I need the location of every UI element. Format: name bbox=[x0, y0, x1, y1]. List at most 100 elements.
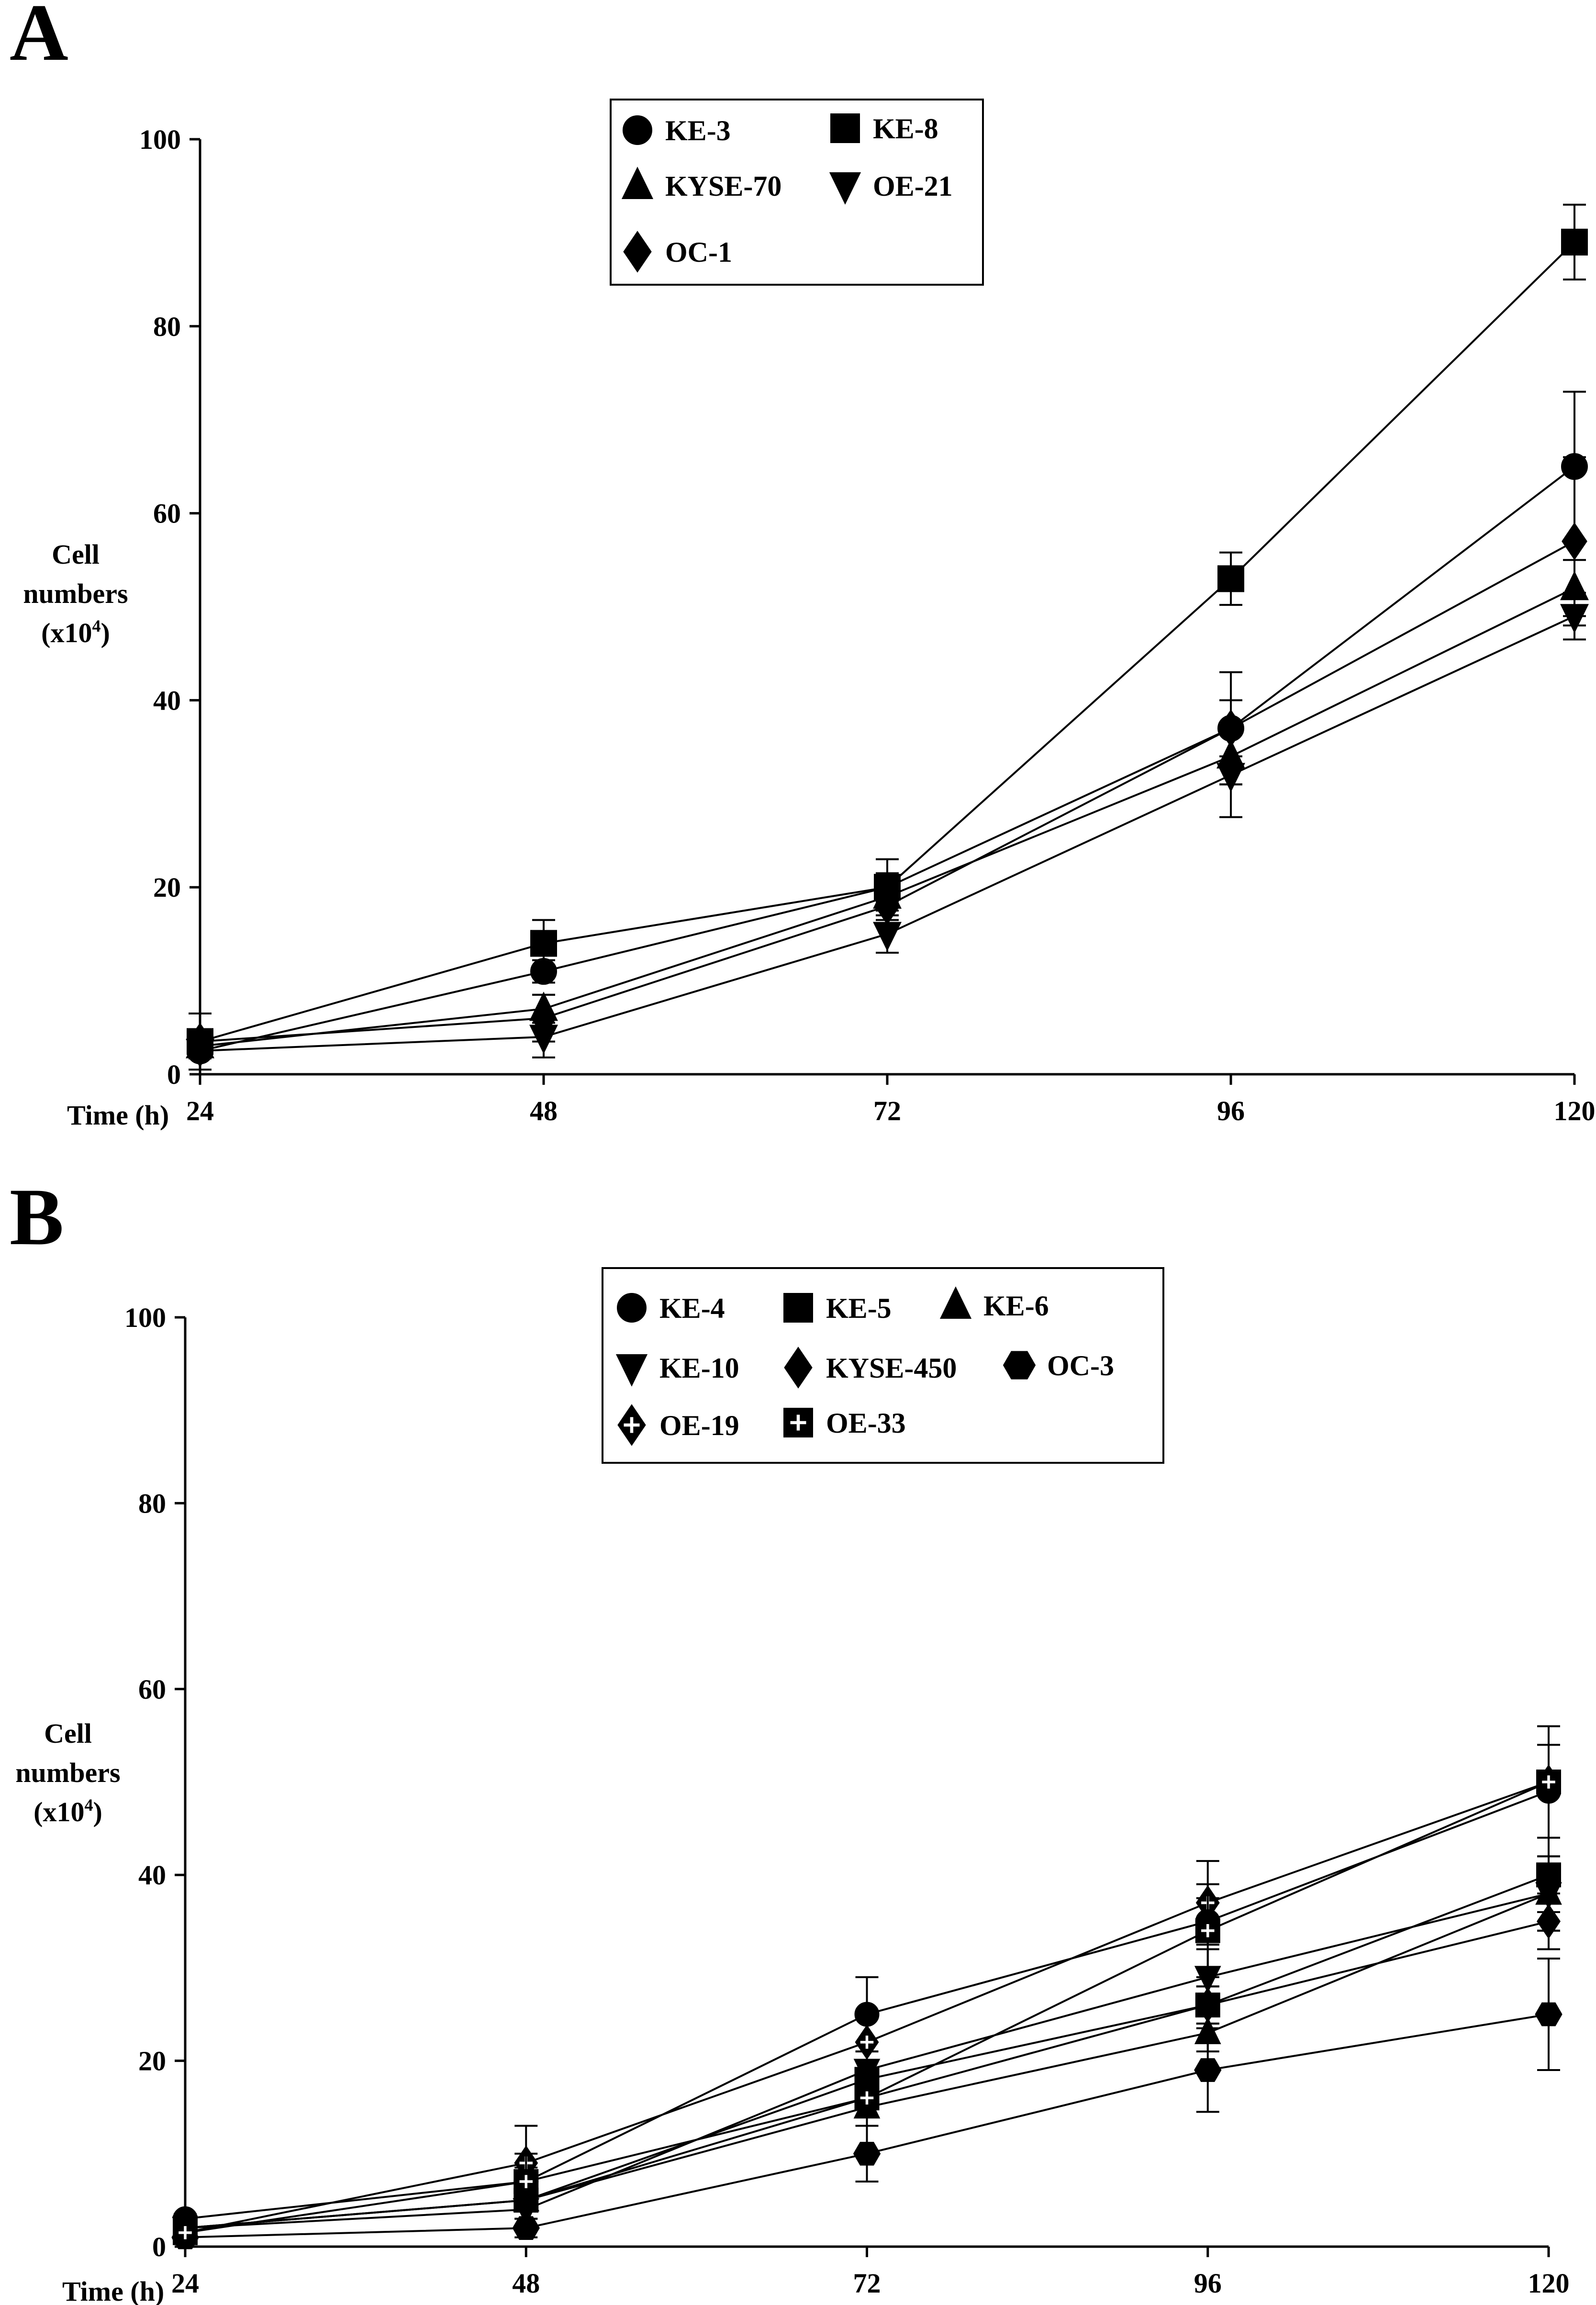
panel-a-series-kyse-70 bbox=[186, 559, 1589, 1058]
panel-b-legend-oc-3-label: OC-3 bbox=[1047, 1350, 1114, 1381]
panel-a-series-oe-21-line bbox=[200, 615, 1575, 1052]
panel-b-legend-oe-33-label: OE-33 bbox=[826, 1407, 906, 1439]
panel-b-label: B bbox=[10, 1172, 64, 1262]
panel-a-x-axis-label: Time (h) bbox=[67, 1100, 169, 1131]
panel-a-legend-ke-8: KE-8 bbox=[830, 113, 938, 145]
panel-a-y-tick-label-20: 20 bbox=[153, 872, 181, 903]
panel-a-label: A bbox=[10, 0, 68, 78]
panel-a-y-label-unit: (x104) bbox=[41, 616, 110, 648]
panel-a-series-ke-8-point-48 bbox=[530, 930, 557, 957]
panel-b-legend: KE-4 KE-5 KE-6 KE-10 KYSE-450 OC-3 OE-19 OE-33 bbox=[602, 1267, 1164, 1464]
panel-b-legend-ke-5-marker bbox=[783, 1293, 813, 1323]
panel-a-series-ke-8-point-96 bbox=[1217, 565, 1244, 592]
panel-b-series bbox=[171, 1725, 1563, 2250]
panel-b-legend-oe-19-label: OE-19 bbox=[659, 1410, 739, 1441]
panel-a-legend: KE-3 KE-8 KYSE-70 OE-21 OC-1 bbox=[610, 99, 984, 286]
panel-a-series-ke-3-line bbox=[200, 466, 1575, 1052]
panel-b-series-oe-33-point-72 bbox=[854, 2085, 880, 2111]
panel-a-series-ke-8-point-120 bbox=[1561, 228, 1588, 256]
panel-a-series-oe-21-point-96 bbox=[1217, 763, 1245, 792]
panel-a-series-ke-3 bbox=[187, 390, 1588, 1065]
panel-b-series-oc-3-point-120 bbox=[1535, 2002, 1563, 2027]
panel-b-x-tick-label-24: 24 bbox=[171, 2268, 199, 2299]
panel-a-legend-ke-8-label: KE-8 bbox=[873, 113, 938, 145]
panel-a-x-tick-label-72: 72 bbox=[873, 1095, 901, 1126]
panel-b-series-oc-3-point-96 bbox=[1194, 2058, 1222, 2082]
panel-a-series-oc-1-point-48 bbox=[531, 999, 557, 1037]
panel-a-legend-ke-3-marker bbox=[623, 115, 652, 145]
panel-b-legend-ke-4-marker bbox=[617, 1293, 647, 1323]
panel-b-legend-kyse-450: KYSE-450 bbox=[784, 1347, 957, 1389]
panel-a-x-tick-label-96: 96 bbox=[1217, 1095, 1245, 1126]
panel-a-x-tick-label-120: 120 bbox=[1554, 1095, 1596, 1126]
panel-a-y-label-line2: numbers bbox=[23, 578, 128, 609]
panel-a-y-tick-label-60: 60 bbox=[153, 498, 181, 529]
panel-a-legend-oc-1: OC-1 bbox=[623, 231, 732, 273]
panel-a-series-oc-1-point-24 bbox=[187, 1023, 213, 1061]
panel-a-legend-oe-21: OE-21 bbox=[829, 170, 953, 205]
panel-b-series-oc-3-point-48 bbox=[512, 2216, 540, 2240]
panel-b-legend-ke-10-label: KE-10 bbox=[659, 1352, 739, 1384]
panel-b-legend-ke-5-label: KE-5 bbox=[826, 1292, 892, 1324]
panel-a-legend-ke-3-label: KE-3 bbox=[665, 115, 731, 146]
panel-a-series bbox=[186, 203, 1589, 1071]
panel-a-series-oc-1-point-72 bbox=[874, 887, 900, 925]
panel-b-y-tick-label-0: 0 bbox=[152, 2231, 166, 2262]
panel-b-x-axis-label: Time (h) bbox=[62, 2276, 164, 2305]
panel-a-legend-ke-8-marker bbox=[830, 113, 860, 143]
panel-a-legend-oc-1-marker bbox=[623, 231, 652, 273]
panel-a-legend-oe-21-marker bbox=[829, 172, 861, 205]
panel-b-y-label-unit: (x104) bbox=[33, 1795, 102, 1827]
panel-a-legend-box bbox=[610, 99, 984, 286]
panel-b-series-kyse-450-point-120 bbox=[1537, 1904, 1561, 1939]
panel-b-legend-oe-19: OE-19 bbox=[617, 1404, 739, 1446]
panel-a-series-oc-1-point-120 bbox=[1562, 522, 1587, 560]
panel-b-x-tick-label-120: 120 bbox=[1528, 2268, 1570, 2299]
panel-a-series-oc-1-line bbox=[200, 540, 1575, 1043]
panel-b-legend-ke-6-marker bbox=[939, 1286, 972, 1319]
panel-b-y-tick-label-60: 60 bbox=[138, 1674, 166, 1705]
panel-b-legend-oe-33: OE-33 bbox=[783, 1407, 906, 1439]
panel-b-legend-kyse-450-marker bbox=[784, 1347, 813, 1389]
panel-b-y-label-line2: numbers bbox=[15, 1757, 120, 1788]
panel-a-x-tick-label-24: 24 bbox=[186, 1095, 214, 1126]
panel-a-legend-oe-21-label: OE-21 bbox=[873, 170, 953, 202]
panel-b-legend-oc-3: OC-3 bbox=[1003, 1350, 1114, 1381]
panel-b-series-kyse-450-point-96 bbox=[1195, 1987, 1220, 2023]
panel-b-y-tick-label-20: 20 bbox=[138, 2046, 166, 2077]
panel-a-series-oc-1 bbox=[187, 456, 1587, 1071]
panel-a-y-tick-label-100: 100 bbox=[139, 124, 181, 155]
panel-b-x-tick-label-48: 48 bbox=[512, 2268, 540, 2299]
panel-a-series-oe-21 bbox=[186, 591, 1589, 1069]
panel-a-legend-kyse-70-label: KYSE-70 bbox=[665, 170, 781, 202]
panel-a-y-tick-label-40: 40 bbox=[153, 685, 181, 716]
panel-b-legend-ke-5: KE-5 bbox=[783, 1292, 892, 1324]
panel-b-legend-oc-3-marker bbox=[1003, 1351, 1036, 1380]
panel-b-y-tick-label-100: 100 bbox=[124, 1302, 166, 1333]
panel-b-y-tick-label-40: 40 bbox=[138, 1860, 166, 1891]
panel-b-series-oe-33 bbox=[173, 1725, 1561, 2245]
panel-a-y-tick-label-0: 0 bbox=[167, 1059, 181, 1090]
panel-a-legend-oc-1-label: OC-1 bbox=[665, 236, 732, 268]
panel-b-x-tick-label-96: 96 bbox=[1194, 2268, 1222, 2299]
panel-b-series-oc-3-point-72 bbox=[853, 2141, 881, 2166]
panel-a-y-label-line1: Cell bbox=[52, 539, 100, 570]
panel-a-legend-kyse-70: KYSE-70 bbox=[621, 167, 781, 202]
panel-b-y-tick-label-80: 80 bbox=[138, 1488, 166, 1519]
panel-b-x-tick-label-72: 72 bbox=[853, 2268, 881, 2299]
panel-a-y-tick-label-80: 80 bbox=[153, 311, 181, 342]
panel-a: A 0 20 40 60 80 100 24 48 72 96 120 KE-3 KE-8 KYSE-7… bbox=[10, 0, 1596, 1131]
panel-a-legend-ke-3: KE-3 bbox=[623, 115, 731, 146]
panel-b-axes: 0 20 40 60 80 100 24 48 72 96 120 bbox=[124, 1302, 1570, 2299]
panel-a-x-tick-label-48: 48 bbox=[530, 1095, 558, 1126]
panel-b-legend-ke-4: KE-4 bbox=[617, 1292, 725, 1324]
panel-a-series-oc-1-point-96 bbox=[1218, 709, 1244, 747]
panel-b-legend-ke-6-label: KE-6 bbox=[983, 1290, 1049, 1322]
panel-b-legend-kyse-450-label: KYSE-450 bbox=[826, 1352, 957, 1384]
panel-b-legend-ke-6: KE-6 bbox=[939, 1286, 1049, 1322]
panel-b-legend-ke-10-marker bbox=[615, 1354, 648, 1387]
panel-a-legend-kyse-70-marker bbox=[621, 167, 654, 199]
panel-b-legend-ke-10: KE-10 bbox=[615, 1352, 739, 1387]
